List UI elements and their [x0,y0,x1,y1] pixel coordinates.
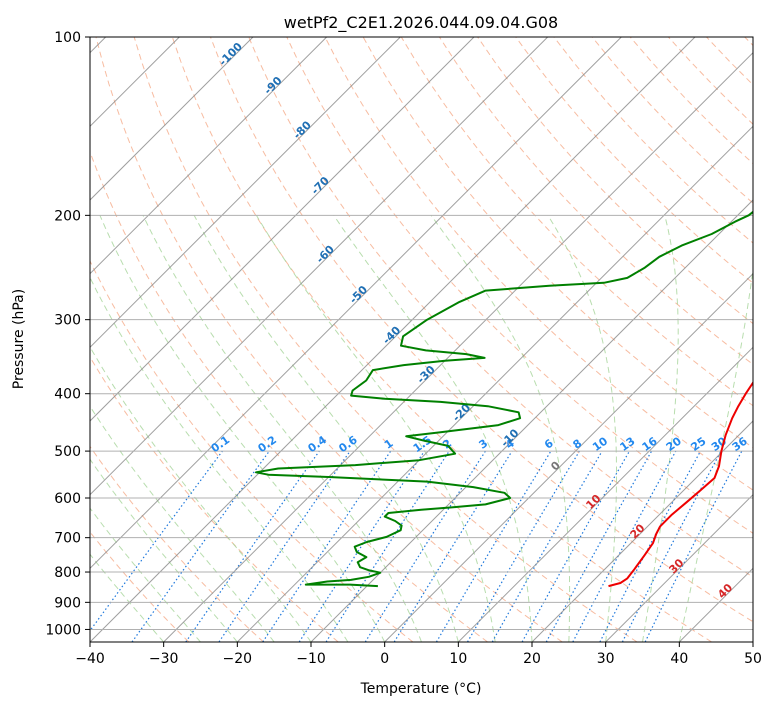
isotherm-line [90,37,696,642]
x-tick-label: 0 [380,651,389,667]
dry-adiabat-line [90,445,264,642]
y-axis-label: Pressure (hPa) [11,289,27,389]
isotherm-line [90,37,254,201]
skewed-isotherms [90,37,753,642]
dry-adiabat-line [515,37,753,284]
mixing-ratio-line [393,450,513,642]
moist-adiabat-line [642,215,679,642]
y-tick-label: 1000 [45,622,81,638]
mixing-ratio-lines [90,450,743,642]
x-tick-label: 40 [670,651,688,667]
moist-adiabat-line [99,215,386,642]
plot-frame [89,36,754,643]
dry-adiabat-line [90,356,339,642]
moist-adiabat-line [678,265,753,642]
x-tick-label: 10 [449,651,467,667]
x-tick-label: −20 [223,651,253,667]
moist-adiabat-line [90,405,275,642]
isotherm-line [457,346,753,642]
dry-adiabats [90,37,753,642]
x-tick-label: 20 [523,651,541,667]
y-tick-label: 500 [54,444,81,460]
moist-adiabat-line [193,215,459,642]
dry-adiabat-line [210,37,753,623]
isotherm-line [90,37,475,422]
mixing-ratio-line [90,450,223,632]
mixing-ratio-line [185,450,320,642]
dry-adiabat-line [171,37,712,642]
x-tick-label: −30 [149,651,179,667]
moist-adiabat-line [430,215,571,642]
mixing-ratio-line [644,450,743,642]
mixing-ratio-line [572,450,677,642]
y-tick-label: 200 [54,208,81,224]
y-tick-label: 300 [54,313,81,329]
isotherm-line [310,199,753,642]
isotherm-line [90,37,549,496]
isotherm-line [384,272,753,642]
mixing-ratio-line [218,450,351,642]
mixing-ratio-line [262,450,392,642]
y-axis-ticks: 100 200 300 400 500 600 700 800 900 1000 [45,30,90,638]
isotherm-line [236,125,753,642]
x-tick-label: −40 [75,651,105,667]
dry-adiabat-line [133,37,638,642]
x-tick-label: −10 [296,651,326,667]
isotherm-line [90,37,328,275]
isotherm-line [605,493,753,642]
moist-adiabat-line [90,345,312,642]
isotherm-line [531,420,753,642]
dry-adiabat-line [90,259,414,642]
y-tick-label: 700 [54,531,81,547]
y-tick-label: 100 [54,30,81,46]
x-tick-label: 30 [597,651,615,667]
isotherm-line [90,37,622,570]
y-tick-label: 600 [54,491,81,507]
mixing-ratio-line [131,450,270,642]
pressure-gridlines [90,37,753,630]
y-tick-label: 400 [54,387,81,403]
chart-title: wetPf2_C2E1.2026.044.09.04.G08 [284,13,558,33]
mixing-ratio-line [325,450,450,642]
x-tick-label: 50 [744,651,762,667]
x-axis-label: Temperature (°C) [360,681,482,697]
dry-adiabat-line [286,37,753,534]
moist-adiabat-line [142,215,422,642]
mixing-ratio-line [545,450,653,642]
dry-adiabat-line [324,37,753,491]
dewpoint-line [255,210,753,588]
moist-adiabat-line [547,215,617,642]
dry-adiabat-line [248,37,753,578]
y-tick-label: 900 [54,595,81,611]
y-tick-label: 800 [54,565,81,581]
mixing-ratio-line [521,450,631,642]
moist-adiabat-line [333,215,533,642]
profile-series [255,210,753,588]
mixing-ratio-line [298,450,425,642]
x-axis-ticks: −40 −30 −20 −10 0 10 20 30 40 50 [75,642,762,667]
isotherm-line [163,51,753,642]
temperature-line [608,380,753,588]
dry-adiabat-line [95,37,563,642]
isotherm-line [90,37,401,349]
moist-adiabat-line [90,458,238,642]
